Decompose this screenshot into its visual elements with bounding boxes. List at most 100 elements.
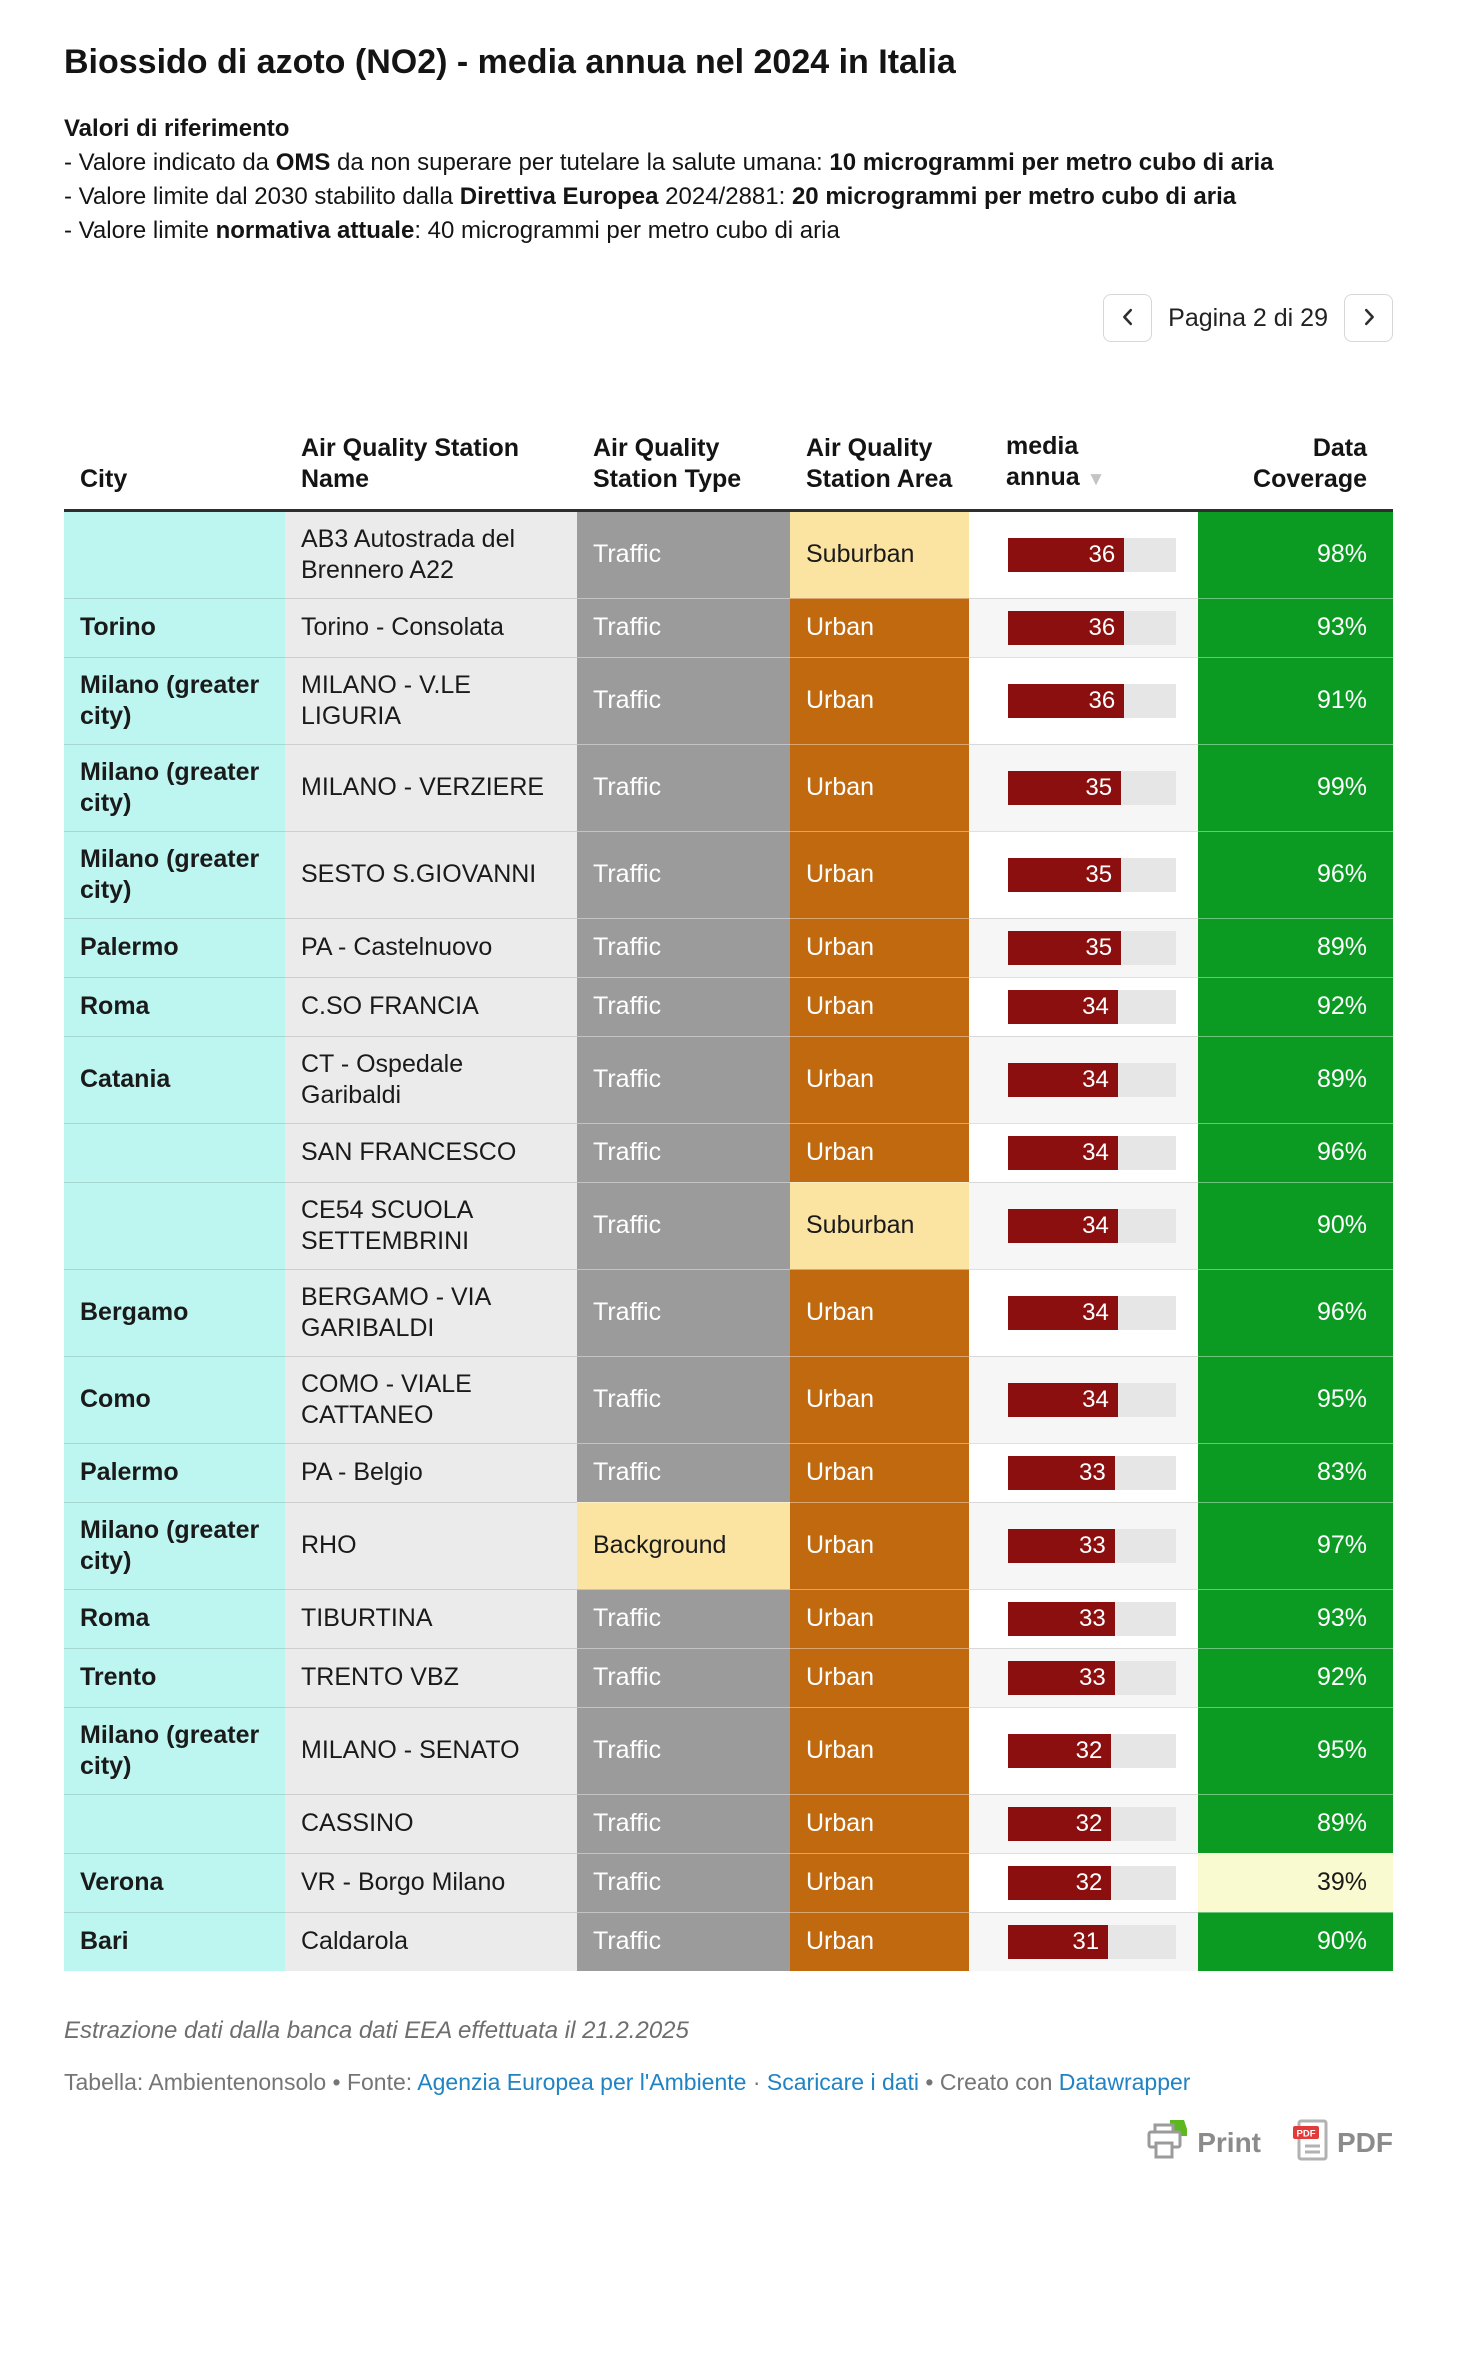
city-cell: Milano (greater city)	[64, 1501, 285, 1589]
media-annua-cell: 36	[969, 597, 1198, 657]
credit-link[interactable]: Agenzia Europea per l'Ambiente	[417, 2068, 747, 2095]
value-bar-fill: 34	[1008, 1062, 1118, 1097]
station-name-cell: AB3 Autostrada del Brennero A22	[285, 510, 577, 598]
city-cell: Milano (greater city)	[64, 656, 285, 744]
media-annua-cell: 32	[969, 1852, 1198, 1912]
station-area-cell: Urban	[790, 1355, 969, 1443]
table-row: CASSINO Traffic Urban 32 89%	[64, 1793, 1393, 1853]
city-cell: Roma	[64, 976, 285, 1036]
credit-link[interactable]: Scaricare i dati	[766, 2068, 920, 2095]
sort-desc-icon: ▼	[1086, 468, 1106, 490]
station-area-cell: Urban	[790, 1647, 969, 1707]
value-label: 32	[1075, 1810, 1103, 1837]
data-coverage-cell: 83%	[1198, 1442, 1393, 1502]
city-cell	[64, 1181, 285, 1269]
value-bar-fill: 34	[1008, 989, 1118, 1024]
reference-line: - Valore limite normativa attuale: 40 mi…	[64, 217, 840, 244]
credit-link[interactable]: Datawrapper	[1058, 2068, 1191, 2095]
media-annua-cell: 35	[969, 830, 1198, 918]
value-label: 34	[1082, 1139, 1109, 1166]
next-page-button[interactable]	[1344, 294, 1393, 342]
prev-page-button[interactable]	[1103, 294, 1153, 342]
credit-text: ·	[746, 2068, 767, 2095]
value-bar: 34	[1008, 1295, 1176, 1330]
pdf-label: PDF	[1337, 2127, 1393, 2158]
value-bar-fill: 33	[1008, 1601, 1115, 1636]
city-cell	[64, 1122, 285, 1182]
data-coverage-cell: 91%	[1198, 656, 1393, 744]
table-row: Roma TIBURTINA Traffic Urban 33 93%	[64, 1588, 1393, 1648]
value-bar: 35	[1008, 857, 1176, 892]
station-area-cell: Urban	[790, 976, 969, 1036]
column-header-station-area[interactable]: Air Quality Station Area	[790, 352, 969, 512]
chevron-right-icon	[1358, 306, 1380, 331]
value-bar: 36	[1008, 537, 1176, 572]
table-row: Bari Caldarola Traffic Urban 31 90%	[64, 1911, 1393, 1971]
data-coverage-cell: 98%	[1198, 510, 1393, 598]
column-header-media-annua[interactable]: media annua ▼	[969, 352, 1198, 512]
table-row: Milano (greater city) RHO Background Urban 3…	[64, 1501, 1393, 1589]
table-row: Milano (greater city) MILANO - VERZIERE Tr…	[64, 743, 1393, 831]
credit-text: • Creato con	[919, 2068, 1059, 2095]
data-coverage-cell: 93%	[1198, 597, 1393, 657]
station-type-cell: Background	[577, 1501, 790, 1589]
station-type-cell: Traffic	[577, 1035, 790, 1123]
city-cell: Milano (greater city)	[64, 743, 285, 831]
media-annua-cell: 34	[969, 1122, 1198, 1182]
reference-line: - Valore limite dal 2030 stabilito dalla…	[64, 183, 1237, 210]
value-bar: 36	[1008, 683, 1176, 718]
header-row: City Air Quality Station Name Air Qualit…	[64, 352, 1393, 512]
station-name-cell: COMO - VIALE CATTANEO	[285, 1355, 577, 1443]
station-type-cell: Traffic	[577, 597, 790, 657]
value-bar: 36	[1008, 610, 1176, 645]
value-bar-fill: 33	[1008, 1660, 1115, 1695]
value-bar: 35	[1008, 930, 1176, 965]
city-cell: Torino	[64, 597, 285, 657]
station-type-cell: Traffic	[577, 1122, 790, 1182]
value-bar: 34	[1008, 1382, 1176, 1417]
credits-line: Tabella: Ambientenonsolo • Fonte: Agenzi…	[64, 2069, 1393, 2096]
station-type-cell: Traffic	[577, 1355, 790, 1443]
value-bar-fill: 36	[1008, 610, 1125, 645]
value-bar: 32	[1008, 1865, 1176, 1900]
value-label: 35	[1085, 774, 1113, 801]
table-row: Milano (greater city) MILANO - V.LE LIGUR…	[64, 656, 1393, 744]
city-cell: Palermo	[64, 917, 285, 977]
station-name-cell: MILANO - VERZIERE	[285, 743, 577, 831]
data-coverage-cell: 99%	[1198, 743, 1393, 831]
station-name-cell: PA - Castelnuovo	[285, 917, 577, 977]
value-bar-fill: 32	[1008, 1865, 1112, 1900]
data-coverage-cell: 39%	[1198, 1852, 1393, 1912]
station-name-cell: Caldarola	[285, 1911, 577, 1971]
media-annua-cell: 32	[969, 1706, 1198, 1794]
print-button[interactable]: Print	[1145, 2119, 1261, 2168]
column-header-station-type[interactable]: Air Quality Station Type	[577, 352, 790, 512]
media-annua-cell: 33	[969, 1442, 1198, 1502]
value-bar: 33	[1008, 1455, 1176, 1490]
data-coverage-cell: 95%	[1198, 1355, 1393, 1443]
station-area-cell: Urban	[790, 743, 969, 831]
value-bar: 34	[1008, 1135, 1176, 1170]
station-name-cell: SAN FRANCESCO	[285, 1122, 577, 1182]
city-cell: Como	[64, 1355, 285, 1443]
value-bar-fill: 32	[1008, 1733, 1112, 1768]
data-coverage-cell: 93%	[1198, 1588, 1393, 1648]
city-cell: Catania	[64, 1035, 285, 1123]
pdf-button[interactable]: PDF PDF	[1291, 2119, 1393, 2168]
value-label: 34	[1082, 993, 1109, 1020]
column-header-data-coverage[interactable]: Data Coverage	[1198, 352, 1393, 512]
pdf-icon: PDF	[1291, 2119, 1329, 2168]
station-type-cell: Traffic	[577, 1442, 790, 1502]
column-header-city[interactable]: City	[64, 352, 285, 512]
city-cell: Verona	[64, 1852, 285, 1912]
city-cell	[64, 1793, 285, 1853]
extraction-note: Estrazione dati dalla banca dati EEA eff…	[64, 2016, 689, 2044]
station-area-cell: Urban	[790, 1588, 969, 1648]
value-label: 32	[1075, 1737, 1103, 1764]
station-type-cell: Traffic	[577, 1793, 790, 1853]
media-annua-cell: 34	[969, 1268, 1198, 1356]
station-area-cell: Urban	[790, 1268, 969, 1356]
station-name-cell: Torino - Consolata	[285, 597, 577, 657]
station-area-cell: Urban	[790, 830, 969, 918]
column-header-station-name[interactable]: Air Quality Station Name	[285, 352, 577, 512]
